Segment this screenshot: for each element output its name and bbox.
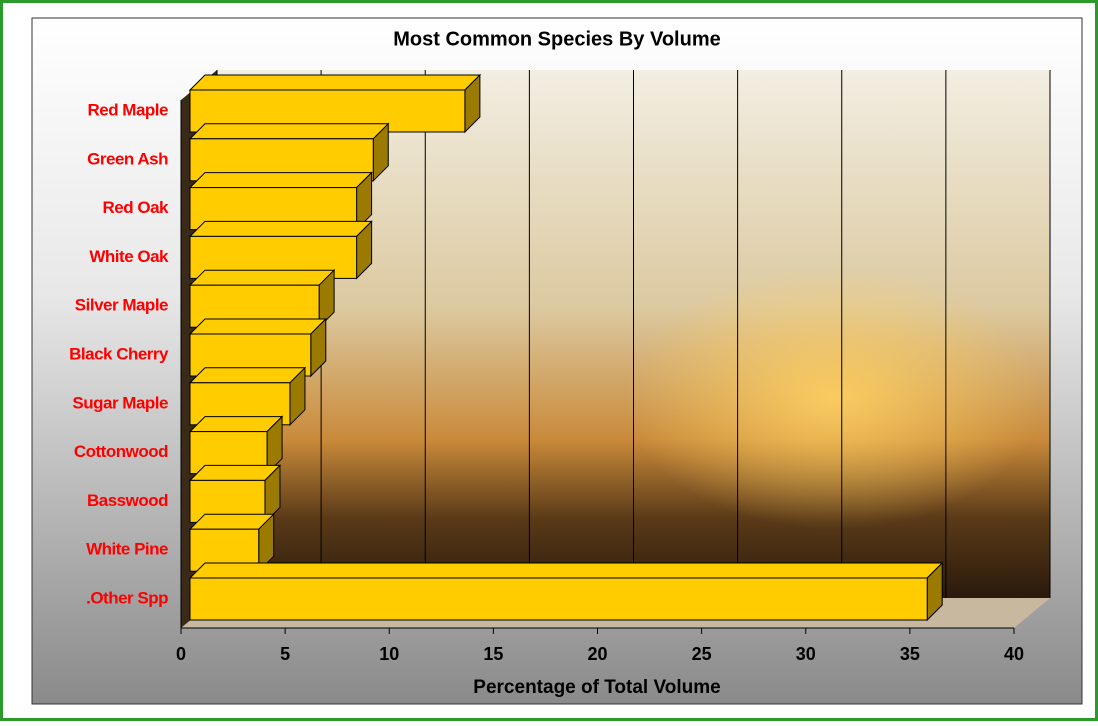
bar-top — [190, 221, 372, 236]
chart: Most Common Species By Volume Percentage… — [0, 0, 1098, 721]
y-tick-label: Cottonwood — [74, 442, 168, 461]
bar-top — [190, 319, 326, 334]
x-tick-label: 15 — [483, 644, 503, 664]
bar-top — [190, 368, 305, 383]
y-tick-label: Black Cherry — [69, 344, 169, 363]
y-tick-label: Green Ash — [87, 149, 168, 168]
x-tick-label: 30 — [796, 644, 816, 664]
bar-top — [190, 465, 280, 480]
x-tick-label: 0 — [176, 644, 186, 664]
bar-top — [190, 75, 480, 90]
y-tick-label: Basswood — [87, 491, 168, 510]
chart-title: Most Common Species By Volume — [393, 28, 720, 50]
y-tick-label: Sugar Maple — [72, 393, 168, 412]
x-tick-label: 40 — [1004, 644, 1024, 664]
bar-top — [190, 124, 388, 139]
x-tick-label: 20 — [587, 644, 607, 664]
bar-top — [190, 563, 942, 578]
y-tick-label: Silver Maple — [75, 296, 168, 315]
bar-top — [190, 417, 282, 432]
x-tick-label: 5 — [280, 644, 290, 664]
bar — [190, 578, 927, 620]
y-tick-label: White Pine — [86, 540, 168, 559]
x-axis-title: Percentage of Total Volume — [473, 677, 720, 698]
y-tick-label: Red Maple — [87, 100, 168, 119]
bar-top — [190, 270, 334, 285]
y-tick-label: .Other Spp — [86, 588, 168, 607]
x-tick-label: 10 — [379, 644, 399, 664]
x-tick-label: 25 — [692, 644, 712, 664]
x-tick-label: 35 — [900, 644, 920, 664]
y-tick-label: White Oak — [89, 247, 169, 266]
y-tick-label: Red Oak — [103, 198, 170, 217]
bar-top — [190, 173, 372, 188]
